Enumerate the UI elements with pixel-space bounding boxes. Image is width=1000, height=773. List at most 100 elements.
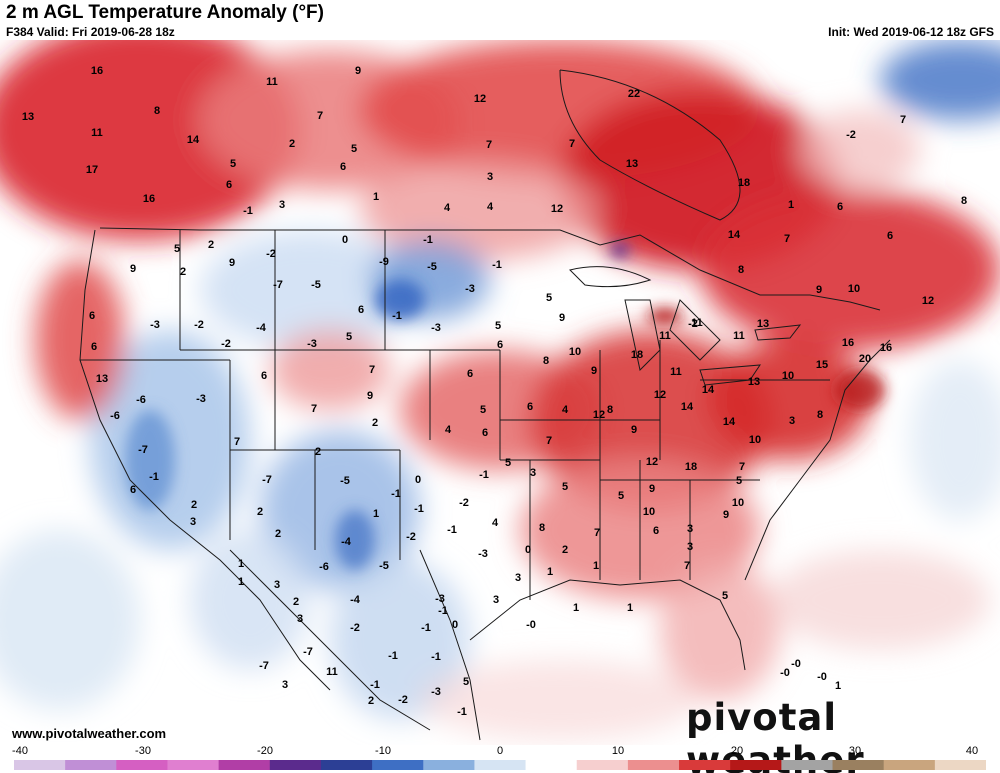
anomaly-value-label: 5 <box>495 320 501 332</box>
anomaly-value-label: 3 <box>282 679 288 691</box>
anomaly-value-label: -7 <box>138 444 148 456</box>
anomaly-value-label: 6 <box>653 525 659 537</box>
anomaly-value-label: -4 <box>256 322 267 334</box>
anomaly-value-label: 14 <box>723 416 736 428</box>
anomaly-value-label: -2 <box>459 497 469 509</box>
anomaly-value-label: -1 <box>391 488 401 500</box>
anomaly-value-label: 6 <box>358 304 364 316</box>
anomaly-value-label: 3 <box>190 516 196 528</box>
anomaly-value-label: 12 <box>551 203 563 215</box>
colorbar-segment <box>14 760 66 770</box>
anomaly-value-label: -2 <box>846 129 856 141</box>
anomaly-value-label: 12 <box>646 456 658 468</box>
anomaly-value-label: 7 <box>684 560 690 572</box>
anomaly-value-label: 6 <box>467 368 473 380</box>
anomaly-value-label: -0 <box>791 658 801 670</box>
anomaly-value-label: -3 <box>150 319 160 331</box>
anomaly-value-label: 13 <box>96 373 108 385</box>
anomaly-value-label: 9 <box>649 483 655 495</box>
geo-outlines <box>79 69 891 741</box>
anomaly-value-label: 3 <box>279 199 285 211</box>
anomaly-value-label: -1 <box>370 679 380 691</box>
anomaly-value-label: -7 <box>262 474 272 486</box>
anomaly-value-label: -4 <box>350 594 361 606</box>
anomaly-value-label: 16 <box>91 65 103 77</box>
anomaly-value-label: -1 <box>457 706 467 718</box>
anomaly-value-label: 2 <box>289 138 295 150</box>
anomaly-value-label: 9 <box>355 65 361 77</box>
anomaly-value-label: -2 <box>406 531 416 543</box>
anomaly-value-label: 12 <box>922 295 934 307</box>
anomaly-value-label: 12 <box>593 409 605 421</box>
anomaly-value-label: 1 <box>238 576 244 588</box>
anomaly-value-label: 0 <box>452 619 458 631</box>
colorbar-segment <box>679 760 731 770</box>
anomaly-value-label: 5 <box>346 331 352 343</box>
anomaly-value-label: -1 <box>243 205 253 217</box>
anomaly-value-label: -9 <box>379 256 389 268</box>
anomaly-value-label: 2 <box>257 506 263 518</box>
colorbar-segment <box>320 760 373 770</box>
anomaly-value-label: 7 <box>311 403 317 415</box>
anomaly-value-label: 10 <box>732 497 744 509</box>
anomaly-value-label: -0 <box>780 667 790 679</box>
map-title: 2 m AGL Temperature Anomaly (°F) <box>6 2 324 23</box>
anomaly-value-label: 9 <box>816 284 822 296</box>
anomaly-value-label: 6 <box>497 339 503 351</box>
anomaly-value-label: 15 <box>816 359 828 371</box>
anomaly-value-label: -1 <box>438 605 448 617</box>
anomaly-value-label: -3 <box>478 548 488 560</box>
init-time: Init: Wed 2019-06-12 18z GFS <box>828 25 994 39</box>
anomaly-value-label: 11 <box>91 127 103 139</box>
colorbar-tick: -20 <box>257 745 273 757</box>
anomaly-value-label: -2 <box>194 319 204 331</box>
anomaly-value-label: 1 <box>573 602 579 614</box>
anomaly-value-label: 7 <box>486 139 492 151</box>
anomaly-value-label: 20 <box>859 353 871 365</box>
anomaly-value-label: -7 <box>259 660 269 672</box>
anomaly-value-label: 3 <box>297 613 303 625</box>
anomaly-value-label: 5 <box>618 490 624 502</box>
anomaly-value-label: -1 <box>447 524 457 536</box>
anomaly-value-label: 8 <box>607 404 613 416</box>
anomaly-value-label: -6 <box>319 561 329 573</box>
anomaly-value-label: -1 <box>414 503 424 515</box>
anomaly-value-label: 8 <box>154 105 160 117</box>
anomaly-value-label: 0 <box>525 544 531 556</box>
anomaly-value-label: 12 <box>474 93 486 105</box>
anomaly-value-label: 5 <box>480 404 486 416</box>
anomaly-value-label: 13 <box>626 158 638 170</box>
anomaly-value-label: 3 <box>487 171 493 183</box>
anomaly-value-label: 5 <box>174 243 180 255</box>
anomaly-value-label: 4 <box>445 424 452 436</box>
anomaly-value-label: -3 <box>431 322 441 334</box>
anomaly-value-label: -1 <box>421 622 431 634</box>
anomaly-value-label: 11 <box>326 666 338 678</box>
anomaly-value-label: 6 <box>226 179 232 191</box>
anomaly-value-label: 5 <box>463 676 469 688</box>
anomaly-field <box>0 40 1000 745</box>
anomaly-value-label: 11 <box>670 366 682 378</box>
anomaly-value-label: 3 <box>789 415 795 427</box>
anomaly-value-label: 3 <box>515 572 521 584</box>
anomaly-value-label: 4 <box>562 404 569 416</box>
anomaly-value-label: -0 <box>817 671 827 683</box>
anomaly-value-label: 2 <box>372 417 378 429</box>
anomaly-value-label: 6 <box>340 161 346 173</box>
anomaly-value-label: 10 <box>643 506 655 518</box>
anomaly-value-label: 16 <box>880 342 892 354</box>
anomaly-value-label: -1 <box>423 234 433 246</box>
anomaly-value-label: 1 <box>373 191 379 203</box>
website-url[interactable]: www.pivotalweather.com <box>12 726 167 741</box>
anomaly-value-label: 3 <box>687 523 693 535</box>
anomaly-value-label: 18 <box>685 461 697 473</box>
anomaly-value-label: 11 <box>733 330 745 342</box>
anomaly-value-label: 9 <box>367 390 373 402</box>
anomaly-value-label: 14 <box>702 384 715 396</box>
anomaly-value-label: -2 <box>688 318 698 330</box>
anomaly-value-label: 16 <box>842 337 854 349</box>
colorbar-tick: -30 <box>135 745 151 757</box>
anomaly-value-label: 3 <box>530 467 536 479</box>
anomaly-value-label: 1 <box>373 508 379 520</box>
